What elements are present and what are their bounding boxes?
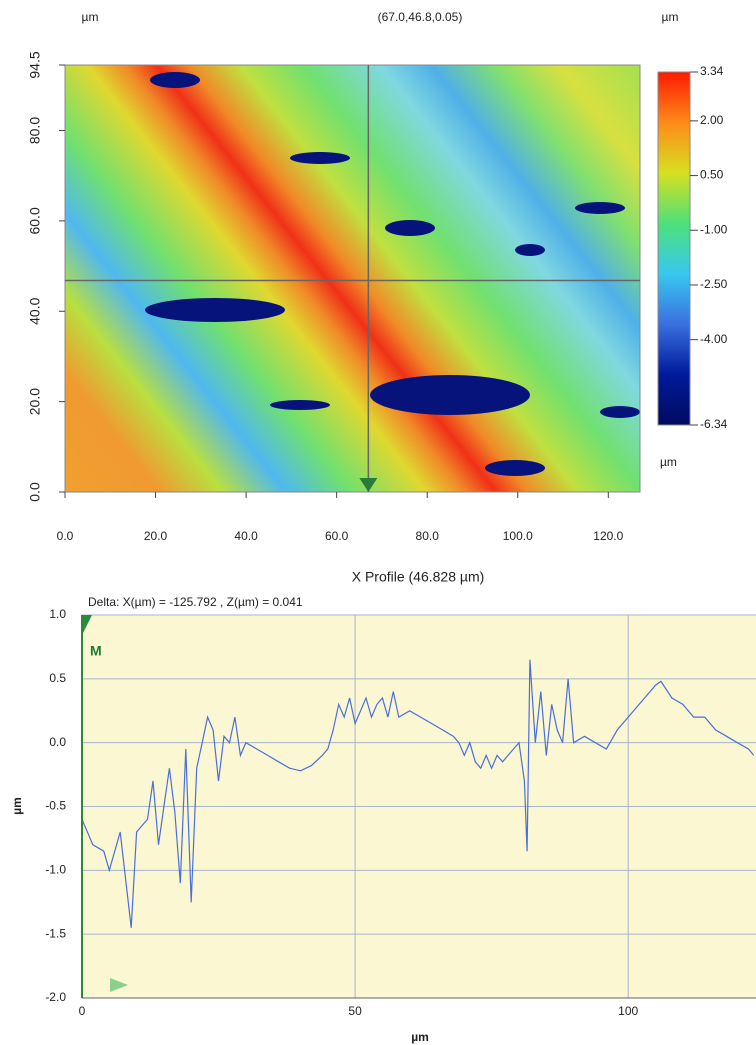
marker-top — [82, 615, 92, 635]
y-tick-label: 0.0 — [27, 482, 43, 502]
delta-annotation: Delta: X(µm) = -125.792 , Z(µm) = 0.041 — [88, 595, 303, 609]
x-tick-label: 20.0 — [144, 529, 168, 543]
colorbar-tick-label: -6.34 — [700, 417, 728, 431]
x-tick-label: 0.0 — [57, 529, 74, 543]
y-tick-label: 94.5 — [27, 51, 43, 78]
x-tick-label: 120.0 — [593, 529, 623, 543]
x-tick-label: 100.0 — [503, 529, 533, 543]
marker-m: M — [90, 643, 102, 659]
x-axis-label: µm — [411, 1030, 429, 1044]
x-unit-label: µm — [82, 10, 99, 24]
chart-title: (67.0,46.8,0.05) — [378, 10, 463, 24]
y-tick-label: 40.0 — [27, 297, 43, 324]
x-tick-label: 60.0 — [325, 529, 349, 543]
y-tick-label: 1.0 — [49, 607, 66, 621]
surface-pits — [145, 72, 640, 476]
colorbar-tick-label: 0.50 — [700, 168, 724, 182]
x-tick-label: 50 — [348, 1004, 362, 1018]
y-tick-label: 0.5 — [49, 671, 66, 685]
y-tick-label: 0.0 — [49, 735, 66, 749]
colorbar-tick-label: -2.50 — [700, 277, 728, 291]
y-unit-label: µm — [662, 10, 679, 24]
marker-arrow — [110, 978, 128, 992]
colorbar-tick-label: 3.34 — [700, 64, 724, 78]
colorbar-tick-label: -4.00 — [700, 332, 728, 346]
chart-title: X Profile (46.828 µm) — [352, 569, 485, 585]
cursor-handle — [359, 478, 378, 492]
surface-map — [65, 65, 640, 492]
y-tick-label: -1.5 — [45, 926, 66, 940]
y-tick-label: 60.0 — [27, 207, 43, 234]
y-tick-label: -0.5 — [45, 799, 66, 813]
profile-line — [82, 659, 755, 928]
y-axis-label: µm — [10, 797, 24, 815]
y-tick-label: -2.0 — [45, 990, 66, 1004]
x-tick-label: 80.0 — [416, 529, 440, 543]
x-tick-label: 100 — [618, 1004, 638, 1018]
colorbar-unit-label: µm — [660, 455, 677, 469]
heatmap-panel — [65, 65, 640, 492]
x-tick-label: 40.0 — [234, 529, 258, 543]
plot-frame — [64, 64, 641, 493]
x-tick-label: 0 — [79, 1004, 86, 1018]
y-tick-label: -1.0 — [45, 863, 66, 877]
y-tick-label: 20.0 — [27, 388, 43, 415]
colorbar-tick-label: -1.00 — [700, 222, 728, 236]
colorbar-tick-label: 2.00 — [700, 113, 724, 127]
colorbar — [657, 71, 691, 426]
y-tick-label: 80.0 — [27, 117, 43, 144]
